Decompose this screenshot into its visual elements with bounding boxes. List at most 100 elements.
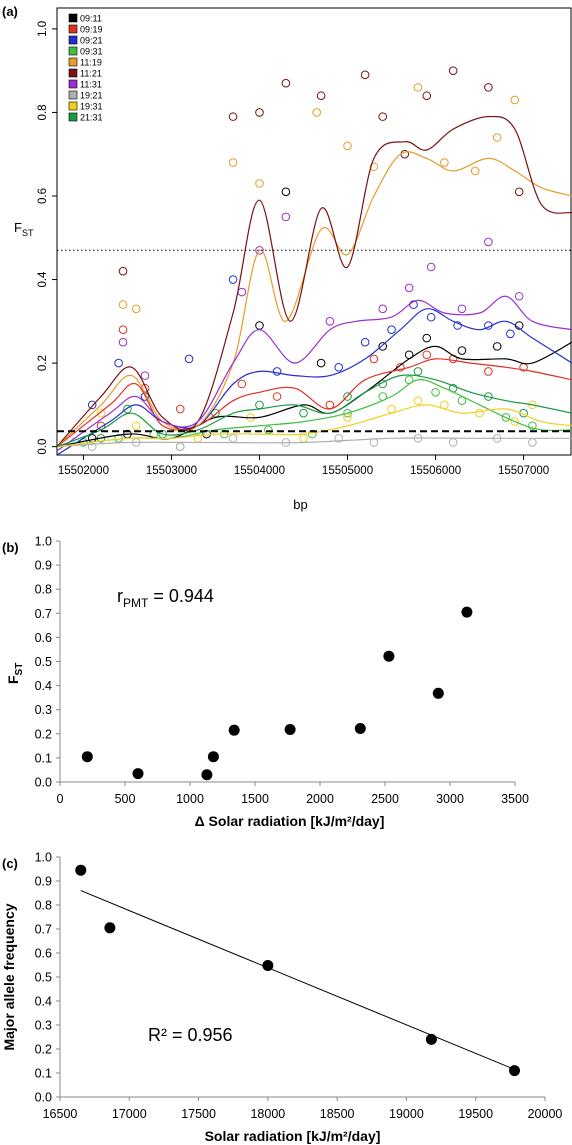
panel-a-point-0921-6 [334,362,344,372]
panel-a-point-1121-11 [514,187,524,197]
panel-a-point-1119-1 [131,304,141,314]
panel-b-xtick-label: 3500 [501,792,529,806]
panel-c-xtick-label: 19000 [389,1107,424,1121]
panel-a-point-1131-11 [514,291,524,301]
panel-a-point-1131-3 [255,245,264,255]
panel-a-ytick-label: 0.0 [37,439,49,455]
panel-a-point-1119-8 [440,158,449,167]
panel-b-annotation-value: = 0.944 [148,586,214,606]
panel-a-point-1119-2 [228,158,238,167]
panel-b-ytick-label: 0.8 [35,583,52,597]
panel-a-point-1119-9 [470,166,480,176]
panel-c-point-4 [509,1065,521,1077]
panel-a-point-0921-7 [360,337,370,347]
panel-a-point-1121-2 [255,108,264,117]
panel-c-xtick-label: 18500 [320,1107,355,1121]
panel-a-point-0919-6 [325,400,335,410]
panel-a-point-0921-0 [87,400,97,410]
panel-a-xtick-label: 15502000 [58,465,109,477]
panel-a-point-0921-5 [272,367,282,376]
panel-a-point-1121-4 [316,91,326,101]
panel-a-point-1121-5 [360,70,370,80]
panel-a-point-0921-1 [114,358,123,368]
panel-b-y-axis-title: FST [5,663,25,684]
panel-a-y-axis-title-main: F [14,220,22,235]
panel-a-point-0931-7 [343,408,352,418]
panel-a-point-0919-9 [422,350,432,360]
panel-b-ytick-label: 0.1 [35,751,52,765]
panel-a-point-1131-0 [118,337,128,347]
panel-a-ytick-label: 0.8 [37,104,49,120]
panel-c-xtick-label: 18000 [250,1107,285,1121]
panel-a-curve-1921 [57,437,572,448]
panel-a-point-1131-9 [457,304,467,314]
legend-swatch-1121 [68,68,78,78]
panel-b-ytick-label: 0.2 [35,727,52,741]
panel-a-xtick-label: 15505000 [322,465,373,477]
panel-a-point-1131-6 [378,304,388,314]
panel-b-ytick-label: 0.4 [35,679,52,693]
legend-swatch-1931 [68,101,78,111]
panel-c-xtick-label: 17500 [181,1107,216,1121]
panel-b-ytick-label: 0.0 [35,776,52,790]
panel-b-correlation-annotation: rPMT = 0.944 [117,586,214,610]
panel-a-point-1921-0 [87,442,97,451]
panel-a-point-0919-5 [272,392,282,401]
panel-c-ytick-label: 0.2 [35,1043,52,1057]
legend-swatch-1921 [68,90,78,100]
panel-a-point-0931-5 [263,425,273,435]
panel-b-xtick-label: 3000 [436,792,464,806]
panel-a-point-1119-7 [413,83,423,92]
panel-a-point-0919-3 [175,404,185,414]
panel-c-xtick-label: 19500 [458,1107,493,1121]
panel-b-annotation-sub: PMT [123,596,149,610]
panel-a-point-1121-0 [118,266,128,276]
panel-b-y-axis-title-sub: ST [14,663,25,676]
panel-a-point-0911-10 [492,342,502,351]
panel-a-point-0931-12 [501,413,511,422]
panel-b-point-2 [201,769,213,781]
panel-c-ytick-label: 1.0 [35,851,52,865]
legend-label-1119: 11:19 [80,58,102,68]
panel-c-label: (c) [2,856,18,871]
panel-b-ytick-label: 0.9 [35,559,52,573]
panel-b-annotation-r: r [117,586,123,606]
panel-a-curve-1931 [57,404,572,448]
panel-b-xtick-label: 1000 [176,792,204,806]
panel-c-xtick-label: 16500 [43,1107,78,1121]
panel-a-point-1921-10 [528,438,537,447]
panel-a-point-0911-8 [422,333,432,343]
panel-b-point-6 [354,722,366,734]
panel-a-point-1131-7 [404,283,414,293]
legend-label-0931: 09:31 [80,47,103,57]
panel-a-xtick-label: 15507000 [498,465,549,477]
legend-label-1931: 19:31 [80,102,103,112]
panel-a-point-0921-13 [506,329,515,339]
panel-a-point-1921-8 [448,438,458,447]
legend-label-1121: 11:21 [80,69,102,79]
panel-a-ytick-label: 0.2 [37,355,49,371]
panel-a-point-0921-11 [453,321,462,330]
panel-a-point-1121-6 [378,112,388,121]
panel-c-xtick-label: 17000 [112,1107,147,1121]
panel-a-point-1931-11 [528,400,537,410]
panel-a-point-1121-8 [422,91,432,101]
panel-a-point-1121-1 [228,112,238,121]
panel-c-point-2 [262,959,274,971]
panel-a-point-1931-6 [387,404,396,414]
panel-b-y-axis-title-main: F [5,675,21,684]
panel-b-xtick-label: 500 [115,792,136,806]
panel-c-ytick-label: 0.0 [35,1091,52,1105]
panel-b-point-8 [432,687,444,699]
panel-a-point-1119-4 [312,108,322,117]
legend-label-2131: 21:31 [80,113,103,123]
panel-a-point-0921-10 [426,312,436,322]
panel-a-x-axis-title: bp [293,497,307,512]
panel-a-point-1931-7 [413,396,423,405]
panel-a-curve-1121 [57,115,572,447]
panel-b-xtick-label: 2000 [306,792,334,806]
legend-label-0919: 09:19 [80,25,103,35]
panel-a-point-0911-3 [255,321,264,330]
panel-a-point-1119-6 [369,162,379,172]
legend-label-1921: 19:21 [80,91,103,101]
